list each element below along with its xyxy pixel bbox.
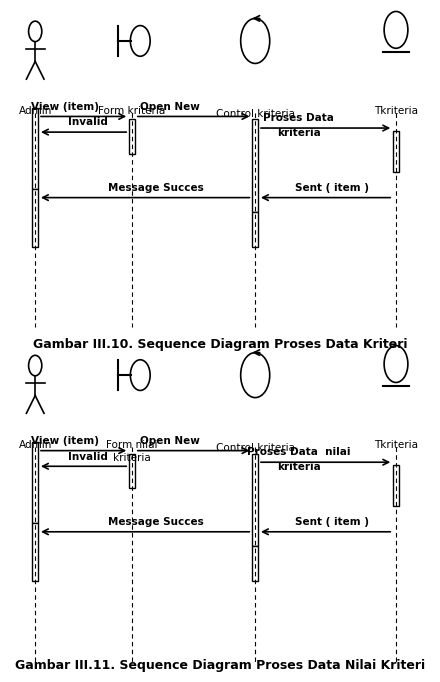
Text: Form kriteria: Form kriteria [99,106,165,116]
Text: Message Succes: Message Succes [108,517,204,527]
Text: Gambar III.10. Sequence Diagram Proses Data Kriteri: Gambar III.10. Sequence Diagram Proses D… [33,338,407,351]
Text: Open New: Open New [140,102,200,112]
Bar [33,189,38,247]
Bar [33,442,38,523]
Text: Admin: Admin [18,106,52,116]
Text: kriteria: kriteria [277,462,320,472]
Text: Gambar III.11. Sequence Diagram Proses Data Nilai Kriteri: Gambar III.11. Sequence Diagram Proses D… [15,659,425,672]
Bar [253,454,258,546]
Text: kriteria: kriteria [277,128,320,138]
Bar [253,119,258,212]
Text: kriteria: kriteria [113,453,151,463]
Text: Control kriteria: Control kriteria [216,443,295,454]
Text: Open New: Open New [140,436,200,446]
Bar [393,131,399,172]
Text: Control kriteria: Control kriteria [216,109,295,119]
Text: Invalid: Invalid [68,117,108,128]
Bar [253,546,258,581]
Bar [253,212,258,247]
Bar [393,465,399,506]
Text: Proses Data  nilai: Proses Data nilai [247,447,350,458]
Text: Sent ( item ): Sent ( item ) [295,517,369,527]
Text: Message Succes: Message Succes [108,183,204,193]
Bar [33,108,38,189]
Bar [129,119,135,154]
Text: Admin: Admin [18,440,52,450]
Text: Tkriteria: Tkriteria [374,440,418,450]
Text: View (item): View (item) [31,102,99,112]
Text: Invalid: Invalid [68,451,108,462]
Bar [129,454,135,488]
Bar [33,523,38,581]
Text: Sent ( item ): Sent ( item ) [295,183,369,193]
Text: Proses Data: Proses Data [263,113,334,123]
Text: Tkriteria: Tkriteria [374,106,418,116]
Text: View (item): View (item) [31,436,99,446]
Text: Form nilai: Form nilai [106,440,158,450]
